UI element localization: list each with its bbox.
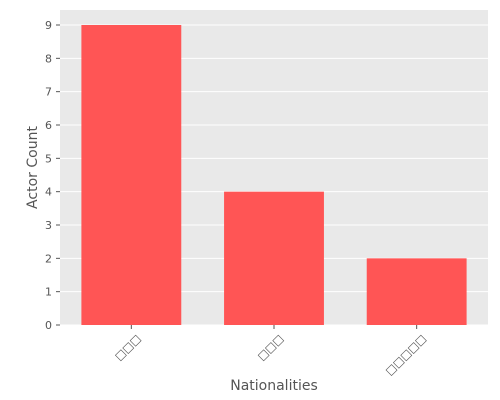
x-tick-label-2: □□□□□ bbox=[383, 332, 429, 378]
y-tick-label-0: 0 bbox=[45, 319, 52, 332]
y-tick-label-1: 1 bbox=[45, 286, 52, 299]
x-axis-title: Nationalities bbox=[230, 378, 318, 394]
y-tick-label-4: 4 bbox=[45, 186, 52, 199]
y-tick-label-7: 7 bbox=[45, 86, 52, 99]
x-axis-ticks: □□□ □□□ □□□□□ bbox=[112, 325, 429, 378]
bar-2 bbox=[366, 258, 467, 325]
bar-1 bbox=[224, 191, 324, 325]
y-axis-ticks: 0 1 2 3 4 5 6 7 8 9 bbox=[45, 19, 60, 332]
x-tick-label-1: □□□ bbox=[255, 332, 286, 363]
y-tick-label-8: 8 bbox=[45, 52, 52, 65]
y-tick-label-5: 5 bbox=[45, 152, 52, 165]
x-tick-label-0: □□□ bbox=[112, 332, 143, 363]
y-tick-label-9: 9 bbox=[45, 19, 52, 32]
bars bbox=[81, 25, 467, 325]
y-tick-label-3: 3 bbox=[45, 219, 52, 232]
y-tick-label-6: 6 bbox=[45, 119, 52, 132]
y-tick-label-2: 2 bbox=[45, 252, 52, 265]
y-axis-title: Actor Count bbox=[25, 126, 41, 209]
bar-0 bbox=[81, 25, 182, 325]
